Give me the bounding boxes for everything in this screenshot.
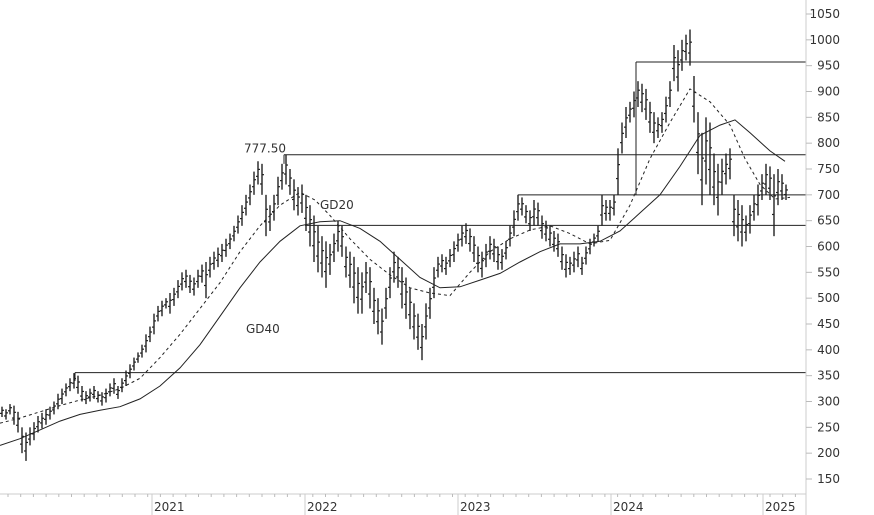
y-tick-label: 800 xyxy=(817,136,840,150)
y-tick-label: 400 xyxy=(817,343,840,357)
y-tick-label: 1000 xyxy=(809,33,840,47)
y-tick-label: 350 xyxy=(817,369,840,383)
y-tick-label: 950 xyxy=(817,59,840,73)
annotation-label: 777.50 xyxy=(244,141,286,155)
y-tick-label: 600 xyxy=(817,240,840,254)
x-tick-label: 2024 xyxy=(613,500,644,514)
y-tick-label: 200 xyxy=(817,446,840,460)
x-axis: 2021 2022 2023 2024 2025 xyxy=(0,493,806,515)
gd20-line xyxy=(0,88,791,424)
x-tick-label: 2021 xyxy=(154,500,185,514)
y-tick-label: 750 xyxy=(817,162,840,176)
y-tick-label: 550 xyxy=(817,265,840,279)
x-tick-label: 2022 xyxy=(307,500,338,514)
y-tick-label: 250 xyxy=(817,420,840,434)
y-tick-label: 900 xyxy=(817,85,840,99)
y-tick-label: 500 xyxy=(817,291,840,305)
gd40-line xyxy=(0,119,786,446)
annotation-label: GD40 xyxy=(246,322,280,336)
y-tick-label: 450 xyxy=(817,317,840,331)
x-tick-label: 2023 xyxy=(460,500,491,514)
y-tick-label: 1050 xyxy=(809,7,840,21)
annotations: 777.50 GD20 GD40 xyxy=(244,141,354,336)
moving-averages xyxy=(0,88,791,446)
annotation-label: GD20 xyxy=(320,198,354,212)
y-tick-label: 850 xyxy=(817,110,840,124)
y-tick-label: 300 xyxy=(817,395,840,409)
x-tick-label: 2025 xyxy=(765,500,796,514)
ohlc-bars xyxy=(0,29,788,461)
y-tick-label: 650 xyxy=(817,214,840,228)
y-tick-label: 150 xyxy=(817,472,840,486)
horizontal-levels xyxy=(74,61,806,381)
y-axis: 1050 1000 950 900 850 800 750 700 650 600 550 500 45… xyxy=(805,0,840,515)
y-tick-label: 700 xyxy=(817,188,840,202)
